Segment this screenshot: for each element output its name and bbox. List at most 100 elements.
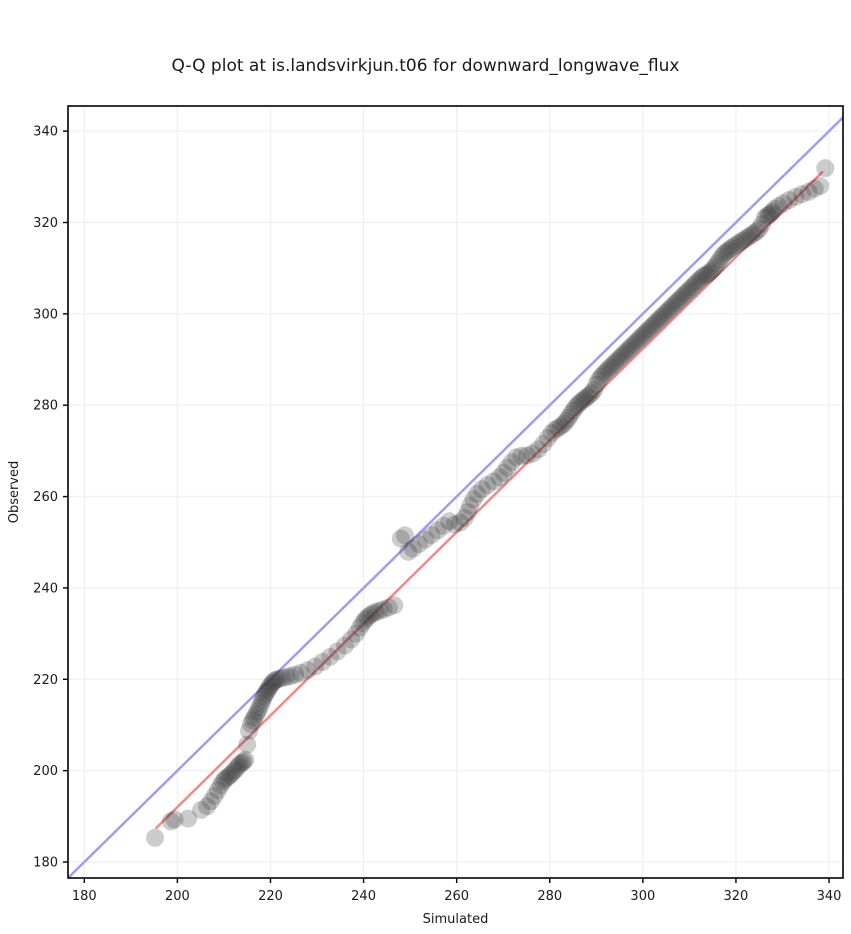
scatter-point bbox=[370, 601, 389, 620]
scatter-point bbox=[805, 179, 824, 198]
identity-line bbox=[68, 116, 843, 878]
scatter-point bbox=[241, 715, 260, 734]
y-tick-label: 200 bbox=[33, 764, 58, 779]
scatter-point bbox=[198, 797, 217, 816]
scatter-point bbox=[461, 496, 480, 515]
scatter-point bbox=[298, 661, 317, 680]
y-tick-label: 260 bbox=[33, 490, 58, 505]
scatter-point bbox=[165, 810, 184, 829]
scatter-point bbox=[694, 266, 713, 285]
scatter-point bbox=[799, 182, 818, 201]
scatter-point bbox=[265, 672, 284, 691]
scatter-point bbox=[666, 294, 685, 313]
scatter-point bbox=[673, 287, 692, 306]
scatter-point bbox=[568, 395, 587, 414]
scatter-point bbox=[291, 663, 310, 682]
scatter-point bbox=[226, 760, 245, 779]
scatter-point bbox=[534, 435, 553, 454]
scatter-point bbox=[668, 292, 687, 311]
scatter-point bbox=[719, 240, 738, 259]
scatter-point bbox=[758, 207, 777, 226]
scatter-point bbox=[192, 800, 211, 819]
scatter-points bbox=[146, 159, 835, 847]
scatter-point bbox=[422, 525, 441, 544]
scatter-point bbox=[615, 344, 634, 363]
scatter-point bbox=[708, 254, 727, 273]
scatter-point bbox=[434, 516, 453, 535]
scatter-point bbox=[561, 405, 580, 424]
scatter-point bbox=[761, 204, 780, 223]
scatter-point bbox=[201, 792, 220, 811]
scatter-point bbox=[254, 687, 273, 706]
scatter-point bbox=[353, 614, 372, 633]
scatter-point bbox=[622, 337, 641, 356]
scatter-point bbox=[747, 222, 766, 241]
scatter-point bbox=[243, 711, 262, 730]
scatter-point bbox=[379, 598, 398, 617]
scatter-point bbox=[730, 233, 749, 252]
scatter-point bbox=[321, 647, 340, 666]
scatter-point bbox=[494, 463, 513, 482]
scatter-point bbox=[744, 224, 763, 243]
x-tick-label: 340 bbox=[817, 889, 842, 904]
regression-line bbox=[155, 170, 824, 830]
x-tick-label: 320 bbox=[724, 889, 749, 904]
y-tick-label: 320 bbox=[33, 216, 58, 231]
scatter-point bbox=[712, 247, 731, 266]
scatter-point bbox=[769, 197, 788, 216]
scatter-point bbox=[490, 468, 509, 487]
scatter-point bbox=[671, 289, 690, 308]
scatter-point bbox=[286, 665, 305, 684]
y-tick-label: 340 bbox=[33, 125, 58, 140]
scatter-point bbox=[464, 490, 483, 509]
scatter-point bbox=[638, 321, 657, 340]
plot-border bbox=[67, 105, 844, 879]
scatter-point bbox=[347, 624, 366, 643]
x-tick-label: 300 bbox=[630, 889, 655, 904]
scatter-point bbox=[222, 764, 241, 783]
scatter-point bbox=[269, 669, 288, 688]
scatter-point bbox=[391, 529, 410, 548]
scatter-point bbox=[146, 828, 165, 847]
scatter-point bbox=[571, 393, 590, 412]
y-tick-label: 300 bbox=[33, 307, 58, 322]
scatter-point bbox=[753, 215, 772, 234]
scatter-point bbox=[306, 657, 325, 676]
scatter-point bbox=[689, 271, 708, 290]
scatter-point bbox=[263, 673, 282, 692]
scatter-point bbox=[573, 391, 592, 410]
x-tick-label: 240 bbox=[351, 889, 376, 904]
scatter-point bbox=[687, 273, 706, 292]
scatter-point bbox=[248, 702, 267, 721]
scatter-point bbox=[179, 809, 198, 828]
scatter-point bbox=[259, 680, 278, 699]
scatter-point bbox=[472, 480, 491, 499]
scatter-point bbox=[750, 219, 769, 238]
scatter-point bbox=[267, 670, 286, 689]
scatter-point bbox=[252, 694, 271, 713]
scatter-point bbox=[498, 458, 517, 477]
scatter-point bbox=[260, 678, 279, 697]
scatter-point bbox=[366, 603, 385, 622]
scatter-point bbox=[612, 346, 631, 365]
scatter-point bbox=[816, 159, 835, 178]
scatter-point bbox=[208, 781, 227, 800]
scatter-point bbox=[774, 194, 793, 213]
x-axis-ticks: 180 200 220 240 260 280 300 320 340 bbox=[72, 878, 842, 904]
scatter-point bbox=[545, 420, 564, 439]
scatter-point bbox=[650, 310, 669, 329]
scatter-point bbox=[328, 642, 347, 661]
scatter-point bbox=[733, 231, 752, 250]
scatter-point bbox=[624, 335, 643, 354]
scatter-point bbox=[680, 280, 699, 299]
scatter-point bbox=[643, 317, 662, 336]
scatter-point bbox=[780, 191, 799, 210]
scatter-point bbox=[645, 314, 664, 333]
scatter-point bbox=[428, 521, 447, 540]
scatter-point bbox=[678, 282, 697, 301]
scatter-point bbox=[358, 608, 377, 627]
scatter-point bbox=[233, 753, 252, 772]
scatter-point bbox=[696, 266, 715, 285]
